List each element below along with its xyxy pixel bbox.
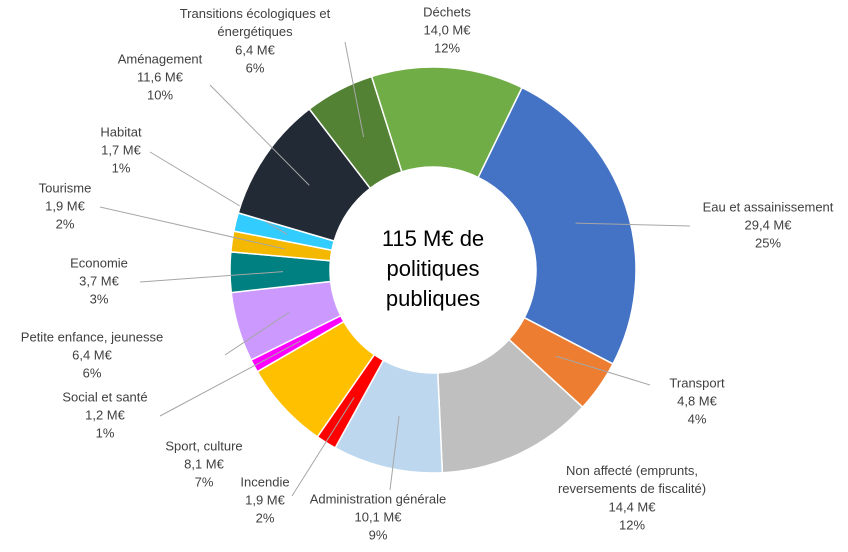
donut-slice <box>370 66 523 179</box>
value-label: 1,9 M€ <box>245 492 286 507</box>
leader-line <box>209 84 310 186</box>
percent-label: 6% <box>246 60 265 75</box>
value-label: 29,4 M€ <box>745 217 793 232</box>
leader-line <box>99 206 285 250</box>
percent-label: 12% <box>434 40 460 55</box>
leader-line <box>555 355 651 386</box>
percent-label: 4% <box>688 411 707 426</box>
value-label: 14,0 M€ <box>424 22 472 37</box>
percent-label: 25% <box>755 235 781 250</box>
leader-line <box>291 397 355 497</box>
value-label: 1,7 M€ <box>101 142 142 157</box>
percent-label: 9% <box>369 527 388 542</box>
percent-label: 12% <box>619 517 645 532</box>
category-label: Administration générale <box>310 491 447 506</box>
value-label: 6,4 M€ <box>72 347 113 362</box>
category-label: Tourisme <box>39 180 92 195</box>
donut-slice <box>477 86 637 365</box>
category-label: Non affecté (emprunts, reversements de fi… <box>558 463 706 496</box>
leader-line <box>575 222 691 227</box>
category-label: Social et santé <box>62 389 147 404</box>
center-label: politiques <box>387 256 480 281</box>
percent-label: 1% <box>112 160 131 175</box>
value-label: 10,1 M€ <box>355 509 403 524</box>
category-label: Sport, culture <box>165 438 242 453</box>
category-label: Déchets <box>423 4 471 19</box>
category-label: Transitions écologiques et énergétiques <box>180 6 331 39</box>
value-label: 11,6 M€ <box>137 69 184 84</box>
center-label: publiques <box>386 286 480 311</box>
leader-line <box>389 416 400 491</box>
category-label: Transport <box>669 375 725 390</box>
center-label: 115 M€ de <box>382 226 484 251</box>
category-label: Eau et assainissement <box>703 199 834 214</box>
percent-label: 6% <box>83 365 102 380</box>
percent-label: 1% <box>96 425 115 440</box>
value-label: 6,4 M€ <box>235 42 276 57</box>
leader-line <box>139 271 284 283</box>
leader-line <box>159 340 302 417</box>
value-label: 3,7 M€ <box>79 273 120 288</box>
value-label: 14,4 M€ <box>609 499 657 514</box>
percent-label: 10% <box>147 87 173 102</box>
value-label: 8,1 M€ <box>184 456 225 471</box>
percent-label: 3% <box>90 291 109 306</box>
percent-label: 2% <box>56 216 75 231</box>
percent-label: 7% <box>195 474 214 489</box>
percent-label: 2% <box>256 510 275 525</box>
category-label: Habitat <box>100 124 142 139</box>
leader-line <box>344 41 365 138</box>
category-label: Petite enfance, jeunesse <box>21 329 163 344</box>
leader-line <box>224 311 290 356</box>
value-label: 1,2 M€ <box>85 407 126 422</box>
category-label: Incendie <box>240 474 289 489</box>
category-label: Aménagement <box>118 51 203 66</box>
category-label: Economie <box>70 255 128 270</box>
value-label: 4,8 M€ <box>677 393 718 408</box>
value-label: 1,9 M€ <box>45 198 86 213</box>
